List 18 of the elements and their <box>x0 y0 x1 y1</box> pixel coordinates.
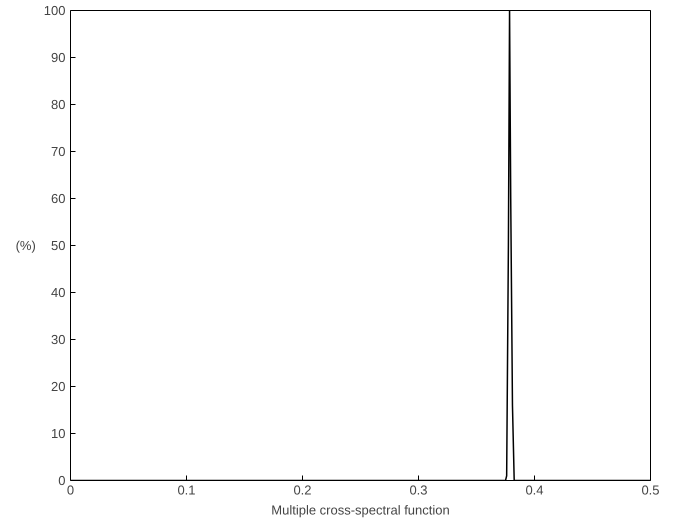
y-tick-label: 10 <box>51 426 66 441</box>
x-tick-label: 0.1 <box>177 482 196 498</box>
y-tick-label: 50 <box>51 238 66 253</box>
y-tick-label: 90 <box>51 50 66 65</box>
y-tick-label: 70 <box>51 144 66 159</box>
y-tick-label: 60 <box>51 191 66 206</box>
x-tick-label: 0.5 <box>641 482 660 498</box>
y-axis-title: (%) <box>16 238 36 253</box>
y-tick-label: 40 <box>51 285 66 300</box>
y-tick-label: 20 <box>51 379 66 394</box>
y-tick-label: 100 <box>44 3 66 18</box>
x-tick-label: 0.2 <box>293 482 312 498</box>
y-tick-label: 0 <box>58 473 66 488</box>
x-tick-label: 0.3 <box>409 482 428 498</box>
x-axis-title: Multiple cross-spectral function <box>271 502 450 518</box>
y-tick-label: 80 <box>51 97 66 112</box>
x-tick-label: 0.4 <box>525 482 544 498</box>
y-tick-label: 30 <box>51 332 66 347</box>
